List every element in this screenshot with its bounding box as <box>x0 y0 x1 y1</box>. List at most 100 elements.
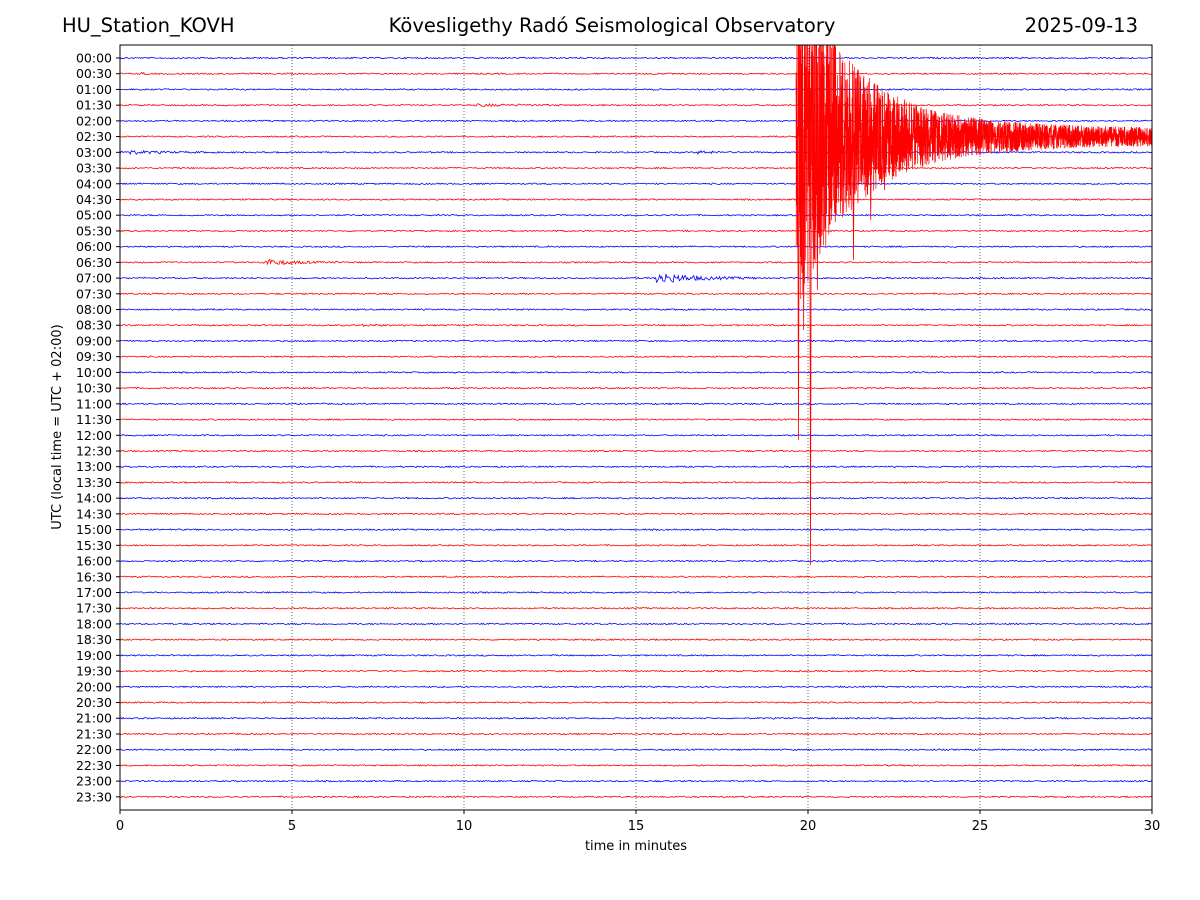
trace-2000 <box>120 685 1152 689</box>
trace-0000 <box>120 56 1152 60</box>
y-tick-label: 08:30 <box>76 318 112 333</box>
trace-1130 <box>120 418 1152 421</box>
trace-1200 <box>120 433 1152 437</box>
y-tick-label: 20:00 <box>76 679 112 694</box>
y-tick-label: 09:00 <box>76 333 112 348</box>
trace-0700 <box>120 273 1152 284</box>
y-tick-label: 02:00 <box>76 113 112 128</box>
trace-1100 <box>120 402 1152 406</box>
trace-1630 <box>120 575 1152 579</box>
y-tick-label: 19:30 <box>76 664 112 679</box>
trace-0500 <box>120 213 1152 217</box>
trace-0030 <box>120 71 1152 76</box>
trace-0800 <box>120 308 1152 311</box>
trace-1930 <box>120 669 1152 673</box>
x-tick-label: 10 <box>456 819 473 834</box>
trace-1030 <box>120 386 1152 390</box>
y-tick-label: 00:30 <box>76 66 112 81</box>
event-spike <box>797 126 800 441</box>
y-tick-label: 22:30 <box>76 758 112 773</box>
y-tick-label: 12:00 <box>76 428 112 443</box>
x-axis-label: time in minutes <box>585 839 687 854</box>
y-tick-label: 03:30 <box>76 161 112 176</box>
trace-1730 <box>120 606 1152 610</box>
trace-1900 <box>120 653 1152 657</box>
event-spike <box>816 126 819 291</box>
y-axis-ticks: 00:0000:3001:0001:3002:0002:3003:0003:30… <box>76 51 120 804</box>
seismic-traces <box>120 45 1152 799</box>
trace-0830 <box>120 323 1152 328</box>
y-tick-label: 13:30 <box>76 475 112 490</box>
y-tick-label: 22:00 <box>76 742 112 757</box>
trace-0130 <box>120 102 1152 107</box>
trace-2030 <box>120 701 1152 704</box>
major-event-trace <box>795 45 1152 299</box>
x-tick-label: 5 <box>288 819 296 834</box>
trace-2130 <box>120 732 1152 736</box>
y-tick-label: 01:30 <box>76 98 112 113</box>
y-tick-label: 18:30 <box>76 632 112 647</box>
trace-0900 <box>120 339 1152 343</box>
y-tick-label: 14:30 <box>76 506 112 521</box>
y-tick-label: 06:30 <box>76 255 112 270</box>
trace-2100 <box>120 716 1152 720</box>
trace-0400 <box>120 182 1152 186</box>
y-tick-label: 16:30 <box>76 569 112 584</box>
observatory-title: Kövesligethy Radó Seismological Observat… <box>388 14 836 37</box>
y-tick-label: 06:00 <box>76 239 112 254</box>
y-tick-label: 00:00 <box>76 51 112 66</box>
trace-2200 <box>120 748 1152 752</box>
trace-1700 <box>120 591 1152 594</box>
trace-1830 <box>120 638 1152 642</box>
y-tick-label: 17:00 <box>76 585 112 600</box>
trace-1500 <box>120 528 1152 532</box>
x-tick-label: 25 <box>972 819 989 834</box>
trace-1400 <box>120 496 1152 500</box>
y-tick-label: 07:30 <box>76 286 112 301</box>
y-tick-label: 03:00 <box>76 145 112 160</box>
y-tick-label: 13:00 <box>76 459 112 474</box>
y-tick-label: 21:30 <box>76 726 112 741</box>
y-tick-label: 11:30 <box>76 412 112 427</box>
x-tick-label: 30 <box>1144 819 1161 834</box>
y-tick-label: 23:00 <box>76 774 112 789</box>
event-spike <box>809 126 812 566</box>
y-tick-label: 04:00 <box>76 176 112 191</box>
x-axis-ticks: 0 5 10 15 20 25 30 <box>116 810 1160 834</box>
trace-2300 <box>120 779 1152 783</box>
trace-0530 <box>120 229 1152 233</box>
y-tick-label: 11:00 <box>76 396 112 411</box>
event-spike <box>883 126 886 191</box>
trace-1330 <box>120 481 1152 484</box>
trace-1000 <box>120 371 1152 374</box>
trace-0600 <box>120 245 1152 249</box>
y-tick-label: 14:00 <box>76 491 112 506</box>
y-tick-label: 10:00 <box>76 365 112 380</box>
trace-2330 <box>120 795 1152 799</box>
trace-0330 <box>120 166 1152 170</box>
y-tick-label: 18:00 <box>76 616 112 631</box>
y-tick-label: 01:00 <box>76 82 112 97</box>
trace-0730 <box>120 292 1152 296</box>
y-axis-label: UTC (local time = UTC + 02:00) <box>50 324 65 529</box>
y-tick-label: 07:00 <box>76 271 112 286</box>
event-spike <box>802 126 805 331</box>
trace-0630 <box>120 258 1152 266</box>
date-label: 2025-09-13 <box>1024 14 1138 37</box>
trace-0100 <box>120 88 1152 91</box>
y-tick-label: 15:00 <box>76 522 112 537</box>
y-tick-label: 09:30 <box>76 349 112 364</box>
trace-1800 <box>120 622 1152 626</box>
event-spike <box>852 126 855 261</box>
x-tick-label: 0 <box>116 819 124 834</box>
trace-1430 <box>120 512 1152 516</box>
y-tick-label: 15:30 <box>76 538 112 553</box>
x-tick-label: 15 <box>628 819 645 834</box>
y-tick-label: 05:00 <box>76 208 112 223</box>
station-name: HU_Station_KOVH <box>62 14 235 37</box>
y-tick-label: 21:00 <box>76 711 112 726</box>
y-tick-label: 02:30 <box>76 129 112 144</box>
y-tick-label: 10:30 <box>76 381 112 396</box>
trace-1530 <box>120 543 1152 547</box>
